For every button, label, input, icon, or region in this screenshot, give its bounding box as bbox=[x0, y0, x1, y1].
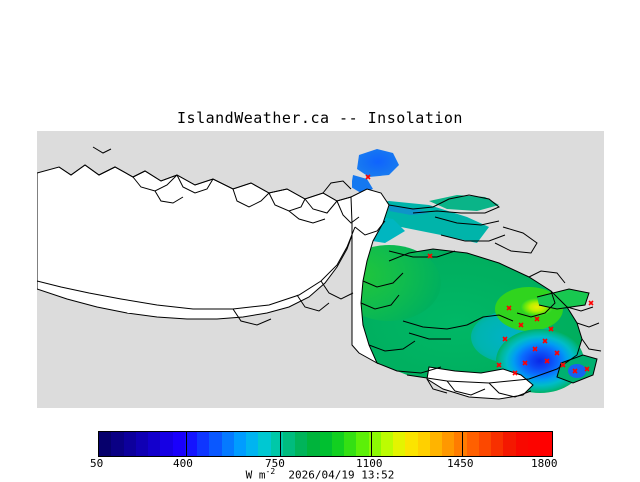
colorbar-segment-1 bbox=[111, 432, 124, 456]
colorbar-segment-3 bbox=[135, 432, 148, 456]
station-marker bbox=[532, 346, 538, 352]
colorbar-segment-30 bbox=[466, 432, 479, 456]
colorbar-segment-26 bbox=[417, 432, 430, 456]
colorbar-divider bbox=[280, 431, 281, 457]
colorbar-segment-35 bbox=[527, 432, 540, 456]
station-marker bbox=[588, 300, 594, 306]
colorbar-segment-31 bbox=[478, 432, 491, 456]
colorbar-segment-6 bbox=[172, 432, 185, 456]
insolation-map-svg bbox=[37, 131, 604, 408]
colorbar-segment-4 bbox=[148, 432, 161, 456]
colorbar-tick-2: 750 bbox=[265, 457, 285, 470]
colorbar[interactable] bbox=[98, 431, 553, 457]
colorbar-segment-20 bbox=[344, 432, 357, 456]
colorbar-segment-23 bbox=[380, 432, 393, 456]
colorbar-segment-13 bbox=[258, 432, 271, 456]
colorbar-segment-9 bbox=[209, 432, 222, 456]
station-marker bbox=[496, 362, 502, 368]
station-marker bbox=[572, 368, 578, 374]
colorbar-segment-25 bbox=[405, 432, 418, 456]
station-marker bbox=[548, 326, 554, 332]
station-marker bbox=[522, 360, 528, 366]
colorbar-divider bbox=[462, 431, 463, 457]
colorbar-segment-18 bbox=[319, 432, 332, 456]
colorbar-segment-14 bbox=[270, 432, 283, 456]
southeast-tail-blue bbox=[568, 364, 586, 378]
colorbar-segment-2 bbox=[123, 432, 136, 456]
colorbar-tick-5: 1800 bbox=[531, 457, 558, 470]
page-title: IslandWeather.ca -- Insolation bbox=[177, 109, 463, 127]
colorbar-segment-11 bbox=[233, 432, 246, 456]
colorbar-segment-24 bbox=[393, 432, 406, 456]
colorbar-segment-16 bbox=[295, 432, 308, 456]
station-marker bbox=[506, 305, 512, 311]
colorbar-segment-27 bbox=[429, 432, 442, 456]
colorbar-segment-36 bbox=[540, 432, 553, 456]
colorbar-segment-15 bbox=[282, 432, 295, 456]
colorbar-segment-19 bbox=[331, 432, 344, 456]
colorbar-segment-28 bbox=[442, 432, 455, 456]
colorbar-tick-3: 1100 bbox=[356, 457, 383, 470]
map-panel[interactable] bbox=[37, 131, 604, 408]
colorbar-tick-4: 1450 bbox=[447, 457, 474, 470]
colorbar-divider bbox=[371, 431, 372, 457]
colorbar-caption: W m-2 2026/04/19 13:52 bbox=[0, 467, 640, 482]
data-boundary-land bbox=[350, 188, 390, 365]
station-marker bbox=[512, 370, 518, 376]
colorbar-segment-7 bbox=[184, 432, 197, 456]
colorbar-segment-0 bbox=[99, 432, 112, 456]
colorbar-gradient bbox=[98, 431, 553, 457]
colorbar-timestamp: 2026/04/19 13:52 bbox=[288, 468, 395, 482]
ne-island-field bbox=[429, 195, 499, 211]
station-markers bbox=[365, 174, 594, 376]
station-marker bbox=[560, 362, 566, 368]
colorbar-units: W m bbox=[245, 468, 266, 482]
coastlines bbox=[37, 146, 602, 398]
station-marker bbox=[542, 338, 548, 344]
colorbar-segment-17 bbox=[307, 432, 320, 456]
station-marker bbox=[584, 366, 590, 372]
station-marker bbox=[427, 253, 433, 259]
colorbar-units-exponent: -2 bbox=[265, 467, 276, 476]
colorbar-divider bbox=[186, 431, 187, 457]
colorbar-segment-34 bbox=[515, 432, 528, 456]
colorbar-segment-33 bbox=[503, 432, 516, 456]
colorbar-segment-8 bbox=[197, 432, 210, 456]
north-blue-patch-2 bbox=[352, 175, 373, 193]
station-marker bbox=[365, 174, 371, 180]
station-marker bbox=[534, 316, 540, 322]
colorbar-segment-21 bbox=[356, 432, 369, 456]
station-marker bbox=[518, 322, 524, 328]
station-marker bbox=[544, 358, 550, 364]
colorbar-tick-1: 400 bbox=[173, 457, 193, 470]
colorbar-segment-12 bbox=[246, 432, 259, 456]
colorbar-segment-29 bbox=[454, 432, 467, 456]
colorbar-tick-0: 50 bbox=[90, 457, 104, 470]
colorbar-segment-32 bbox=[491, 432, 504, 456]
colorbar-segment-10 bbox=[221, 432, 234, 456]
northwest-green-lobe bbox=[352, 245, 441, 321]
colorbar-segment-5 bbox=[160, 432, 173, 456]
station-marker bbox=[554, 350, 560, 356]
north-blue-patch bbox=[357, 149, 399, 177]
station-marker bbox=[502, 336, 508, 342]
